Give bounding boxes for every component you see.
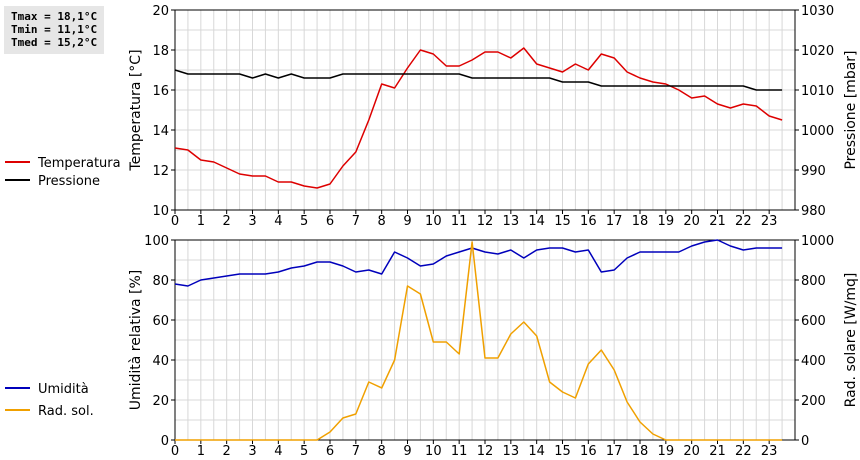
series-line-rad-sol — [175, 241, 783, 441]
legend-label: Temperatura — [37, 156, 121, 171]
x-tick-label: 20 — [683, 444, 700, 459]
x-tick-label: 10 — [425, 444, 442, 459]
x-tick-label: 16 — [580, 214, 597, 229]
x-tick-label: 6 — [326, 444, 334, 459]
x-tick-label: 2 — [223, 444, 231, 459]
x-tick-label: 3 — [248, 444, 256, 459]
x-tick-label: 12 — [477, 214, 494, 229]
x-tick-label: 0 — [171, 214, 179, 229]
y-tick-label-right: 1010 — [801, 84, 834, 99]
x-tick-label: 4 — [274, 214, 282, 229]
x-tick-label: 12 — [477, 444, 494, 459]
x-tick-label: 10 — [425, 214, 442, 229]
x-tick-label: 18 — [632, 214, 649, 229]
x-tick-label: 19 — [658, 444, 675, 459]
x-tick-label: 13 — [503, 444, 520, 459]
y-tick-label-left: 20 — [152, 394, 169, 409]
tmin-label: Tmin = 11,1°C — [11, 23, 98, 36]
y-axis-label-right: Pressione [mbar] — [843, 50, 859, 169]
y-tick-label-left: 100 — [144, 234, 169, 249]
x-tick-label: 1 — [197, 444, 205, 459]
tmax-label: Tmax = 18,1°C — [11, 10, 98, 23]
x-tick-label: 14 — [528, 214, 545, 229]
y-tick-label-right: 1030 — [801, 4, 834, 19]
x-tick-label: 7 — [352, 214, 360, 229]
y-tick-label-left: 10 — [152, 204, 169, 219]
x-tick-label: 6 — [326, 214, 334, 229]
y-tick-label-right: 990 — [801, 164, 826, 179]
x-tick-label: 9 — [403, 444, 411, 459]
temperature-pressure-chart: 0 1 2 3 4 5 6 7 8 9 10 11 12 13 14 15 16 17 18 19 20 21 22 2310… — [5, 4, 859, 229]
x-tick-label: 2 — [223, 214, 231, 229]
x-tick-label: 20 — [683, 214, 700, 229]
y-tick-label-right: 200 — [801, 394, 826, 409]
humidity-radiation-chart: 0 1 2 3 4 5 6 7 8 9 10 11 12 13 14 15 16 17 18 19 20 21 22 2302… — [5, 234, 859, 459]
y-tick-label-right: 600 — [801, 314, 826, 329]
y-axis-label-left: Temperatura [°C] — [128, 49, 144, 171]
y-tick-label-left: 40 — [152, 354, 169, 369]
x-tick-label: 13 — [503, 214, 520, 229]
y-tick-label-left: 16 — [152, 84, 169, 99]
x-tick-label: 23 — [761, 444, 778, 459]
x-tick-label: 7 — [352, 444, 360, 459]
x-tick-label: 22 — [735, 214, 752, 229]
x-tick-label: 16 — [580, 444, 597, 459]
x-tick-label: 17 — [606, 214, 623, 229]
y-tick-label-right: 0 — [801, 434, 809, 449]
y-tick-label-right: 980 — [801, 204, 826, 219]
y-tick-label-left: 20 — [152, 4, 169, 19]
legend-label: Umidità — [38, 382, 89, 397]
y-tick-label-right: 1020 — [801, 44, 834, 59]
legend-label: Pressione — [38, 174, 100, 189]
y-axis-label-left: Umidità relativa [%] — [128, 270, 144, 411]
y-tick-label-left: 80 — [152, 274, 169, 289]
legend-label: Rad. sol. — [38, 404, 94, 419]
x-tick-label: 14 — [528, 444, 545, 459]
x-tick-label: 5 — [300, 444, 308, 459]
y-tick-label-right: 1000 — [801, 124, 834, 139]
x-tick-label: 8 — [378, 214, 386, 229]
x-tick-label: 17 — [606, 444, 623, 459]
x-tick-label: 11 — [451, 214, 468, 229]
tmed-label: Tmed = 15,2°C — [11, 36, 98, 49]
x-tick-label: 3 — [248, 214, 256, 229]
y-tick-label-left: 0 — [161, 434, 169, 449]
series-line-temperatura — [174, 47, 783, 189]
y-tick-label-left: 60 — [152, 314, 169, 329]
x-tick-label: 9 — [403, 214, 411, 229]
y-tick-label-left: 14 — [152, 124, 169, 139]
x-tick-label: 22 — [735, 444, 752, 459]
x-tick-label: 15 — [554, 214, 571, 229]
x-tick-label: 21 — [709, 444, 726, 459]
y-tick-label-right: 1000 — [801, 234, 834, 249]
y-tick-label-left: 12 — [152, 164, 169, 179]
x-tick-label: 18 — [632, 444, 649, 459]
x-tick-label: 8 — [378, 444, 386, 459]
x-tick-label: 15 — [554, 444, 571, 459]
x-tick-label: 19 — [658, 214, 675, 229]
x-tick-label: 4 — [274, 444, 282, 459]
stats-box: Tmax = 18,1°C Tmin = 11,1°C Tmed = 15,2°… — [4, 6, 104, 54]
y-tick-label-right: 800 — [801, 274, 826, 289]
x-tick-label: 11 — [451, 444, 468, 459]
y-tick-label-right: 400 — [801, 354, 826, 369]
x-tick-label: 0 — [171, 444, 179, 459]
x-tick-label: 5 — [300, 214, 308, 229]
series-line-umidit — [174, 239, 783, 287]
x-tick-label: 1 — [197, 214, 205, 229]
x-tick-label: 21 — [709, 214, 726, 229]
y-axis-label-right: Rad. solare [W/mq] — [843, 273, 859, 408]
y-tick-label-left: 18 — [152, 44, 169, 59]
series-line-pressione — [174, 69, 783, 91]
x-tick-label: 23 — [761, 214, 778, 229]
